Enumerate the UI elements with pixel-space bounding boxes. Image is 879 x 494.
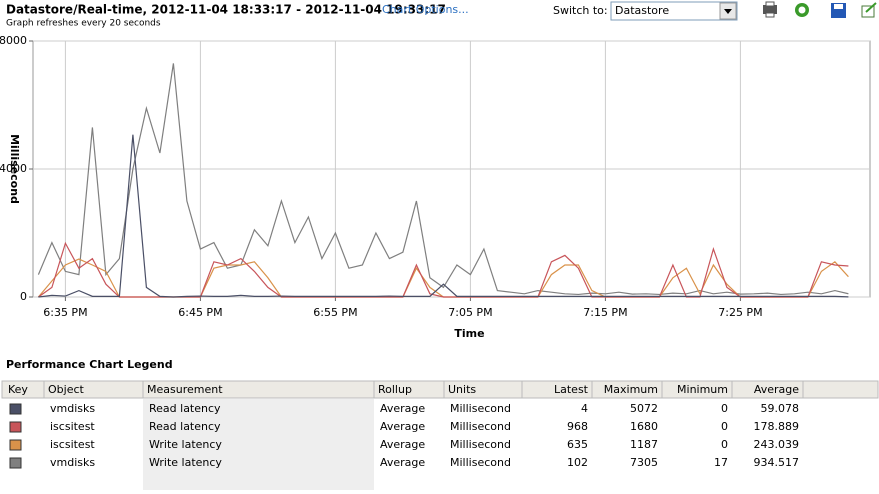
column-header[interactable]: Object (48, 383, 85, 396)
table-cell: Read latency (149, 420, 221, 433)
key-swatch (9, 403, 22, 415)
table-cell: iscsitest (50, 438, 95, 451)
legend-title: Performance Chart Legend (6, 358, 173, 371)
table-cell: vmdisks (50, 402, 95, 415)
column-header[interactable]: Maximum (604, 383, 658, 396)
chart-options-link[interactable]: Chart Options... (382, 3, 469, 16)
table-cell: 59.078 (761, 402, 800, 415)
table-cell: 5072 (630, 402, 658, 415)
table-cell: Millisecond (450, 438, 511, 451)
switch-label: Switch to: (553, 4, 608, 17)
table-cell: 1187 (630, 438, 658, 451)
column-header[interactable]: Latest (554, 383, 589, 396)
table-cell: 0 (721, 438, 728, 451)
save-icon[interactable] (831, 3, 846, 18)
switch-value: Datastore (615, 4, 669, 17)
y-axis-label: Millisecond (8, 134, 21, 204)
table-cell: Read latency (149, 402, 221, 415)
x-axis-label: Time (454, 327, 484, 340)
table-cell: 0 (721, 402, 728, 415)
x-tick-label: 7:15 PM (583, 306, 627, 319)
y-tick-label: 4000 (0, 162, 27, 175)
table-cell: Average (380, 438, 425, 451)
table-cell: Write latency (149, 456, 222, 469)
table-cell: 4 (581, 402, 588, 415)
x-tick-label: 7:25 PM (718, 306, 762, 319)
select-arrow (724, 9, 732, 14)
series-line (37, 63, 849, 296)
table-cell: Write latency (149, 438, 222, 451)
key-swatch (9, 421, 22, 433)
column-header[interactable]: Minimum (677, 383, 728, 396)
table-cell: 0 (721, 420, 728, 433)
table-cell: 934.517 (754, 456, 800, 469)
table-cell: 968 (567, 420, 588, 433)
table-cell: iscsitest (50, 420, 95, 433)
x-tick-label: 6:55 PM (313, 306, 357, 319)
table-cell: 7305 (630, 456, 658, 469)
series-line (38, 134, 849, 298)
y-tick-label: 0 (20, 290, 27, 303)
table-cell: 17 (714, 456, 728, 469)
table-header-bg (1, 380, 879, 399)
table-cell: 635 (567, 438, 588, 451)
key-swatch (9, 457, 22, 469)
column-header[interactable]: Average (754, 383, 799, 396)
table-cell: vmdisks (50, 456, 95, 469)
y-tick-label: 8000 (0, 34, 27, 47)
table-cell: Average (380, 402, 425, 415)
table-cell: Millisecond (450, 402, 511, 415)
table-cell: 102 (567, 456, 588, 469)
refresh-icon-inner (798, 6, 806, 14)
subtitle: Graph refreshes every 20 seconds (6, 19, 161, 29)
export-icon[interactable] (861, 2, 877, 18)
column-header[interactable]: Rollup (378, 383, 412, 396)
table-cell: Average (380, 420, 425, 433)
table-cell: Millisecond (450, 420, 511, 433)
switch-select[interactable] (610, 1, 738, 21)
table-cell: 178.889 (754, 420, 800, 433)
x-tick-label: 7:05 PM (448, 306, 492, 319)
table-cell: Millisecond (450, 456, 511, 469)
x-tick-label: 6:35 PM (43, 306, 87, 319)
table-cell: 1680 (630, 420, 658, 433)
column-header[interactable]: Measurement (147, 383, 223, 396)
column-header[interactable]: Key (8, 383, 28, 396)
chart: 0 4000 8000 6:35 PM 6:45 PM 6:55 PM 7:05 PM 7:1… (0, 34, 871, 340)
table-cell: 243.039 (754, 438, 800, 451)
measurement-column-bg (143, 399, 374, 490)
column-header[interactable]: Units (448, 383, 476, 396)
table-cell: Average (380, 456, 425, 469)
key-swatch (9, 439, 22, 451)
legend-table: Performance Chart Legend Key Object Measure… (1, 358, 879, 490)
title: Datastore/Real-time, 2012-11-04 18:33:17… (6, 3, 446, 17)
x-tick-label: 6:45 PM (178, 306, 222, 319)
print-icon[interactable] (763, 1, 777, 18)
